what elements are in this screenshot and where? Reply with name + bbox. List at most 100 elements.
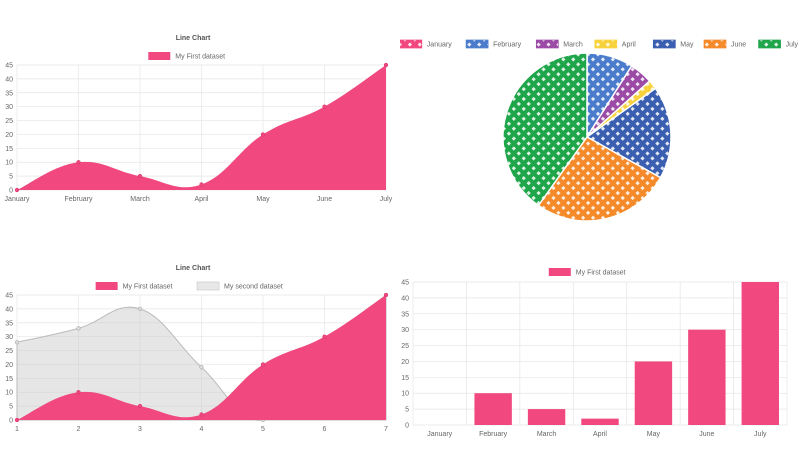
- x-tick-label: April: [194, 196, 208, 203]
- series-area: [17, 65, 386, 190]
- data-point: [137, 306, 143, 311]
- y-tick-label: 45: [5, 293, 13, 300]
- y-tick-label: 5: [9, 174, 13, 181]
- bar: [634, 361, 673, 425]
- data-point: [76, 160, 81, 165]
- x-tick-label: 1: [15, 426, 19, 433]
- y-tick-label: 0: [9, 188, 13, 195]
- y-tick-label: 10: [401, 391, 409, 398]
- x-tick-label: May: [647, 431, 661, 438]
- x-tick-label: February: [64, 196, 93, 203]
- x-tick-label: May: [256, 196, 270, 203]
- series-area-first: [17, 295, 386, 420]
- bar-chart-svg: My First dataset 0 5 10 15 20 25 30 35 40 45 Januar…: [401, 268, 788, 438]
- legend-label: February: [493, 42, 522, 49]
- bar: [527, 409, 566, 425]
- pie-chart-svg: January February March April May June July: [400, 39, 799, 222]
- y-tick-label: 0: [9, 418, 13, 425]
- x-tick-label: January: [427, 431, 452, 438]
- legend-label: July: [786, 42, 799, 49]
- y-tick-label: 25: [5, 348, 13, 355]
- legend-swatch: [703, 39, 727, 49]
- y-tick-label: 15: [5, 376, 13, 383]
- x-tick-label: March: [537, 431, 557, 438]
- x-tick-label: 6: [323, 426, 327, 433]
- data-point: [383, 292, 389, 298]
- y-tick-label: 40: [5, 306, 13, 313]
- legend-swatch: [196, 281, 220, 291]
- x-tick-label: 3: [138, 426, 142, 433]
- x-tick-label: April: [593, 431, 607, 438]
- x-tick-label: June: [317, 196, 332, 203]
- pie-slice: [502, 52, 588, 207]
- legend-label: My First dataset: [123, 284, 173, 291]
- data-point: [322, 334, 327, 339]
- legend-swatch: [758, 39, 781, 49]
- legend-swatch: [148, 52, 171, 60]
- legend-label: January: [427, 42, 452, 49]
- legend-label: May: [680, 42, 694, 49]
- bar: [581, 418, 619, 425]
- x-tick-label: January: [5, 196, 30, 203]
- data-point: [199, 412, 204, 417]
- y-tick-label: 30: [401, 327, 409, 334]
- data-point: [199, 182, 204, 187]
- y-tick-label: 20: [401, 359, 409, 366]
- line-chart-single: Line Chart My First dataset 0 5 10 15 20 25 30 35…: [0, 0, 400, 233]
- y-tick-label: 0: [405, 423, 409, 430]
- y-tick-label: 10: [5, 390, 13, 397]
- data-point: [14, 340, 20, 345]
- x-tick-label: February: [479, 431, 508, 438]
- data-point: [14, 417, 20, 423]
- x-tick-label: July: [754, 431, 767, 438]
- bar: [688, 329, 726, 425]
- x-tick-label: July: [380, 196, 393, 203]
- pie-chart: January February March April May June July: [400, 0, 801, 233]
- chart-title: Line Chart: [176, 265, 211, 272]
- data-point: [260, 132, 266, 137]
- y-tick-label: 40: [5, 76, 13, 83]
- y-tick-label: 10: [5, 160, 13, 167]
- x-tick-label: June: [699, 431, 714, 438]
- y-tick-label: 5: [9, 404, 13, 411]
- y-tick-label: 35: [401, 311, 409, 318]
- y-tick-label: 15: [401, 375, 409, 382]
- data-point: [260, 362, 266, 367]
- y-tick-label: 35: [5, 90, 13, 97]
- y-tick-label: 25: [5, 118, 13, 125]
- bar-chart: My First dataset 0 5 10 15 20 25 30 35 40 45 Januar…: [400, 233, 801, 466]
- legend-label: My second dataset: [224, 284, 283, 291]
- x-tick-label: 7: [384, 426, 388, 433]
- bar: [474, 393, 512, 425]
- data-point: [137, 404, 143, 409]
- y-tick-label: 25: [401, 343, 409, 350]
- legend-swatch: [535, 39, 559, 49]
- line-chart-single-svg: Line Chart My First dataset 0 5 10 15 20 25 30 35…: [5, 35, 393, 203]
- legend-swatch: [95, 282, 118, 290]
- y-tick-label: 15: [5, 146, 13, 153]
- legend-label: March: [563, 42, 583, 49]
- data-point: [137, 174, 143, 179]
- data-point: [76, 390, 81, 395]
- legend-label: June: [731, 42, 746, 49]
- bar: [741, 282, 779, 425]
- y-tick-label: 45: [5, 63, 13, 70]
- legend-swatch: [400, 39, 423, 49]
- legend-swatch: [465, 39, 489, 49]
- data-point: [199, 365, 204, 370]
- line-chart-double-svg: Line Chart My First dataset My second data…: [5, 265, 389, 433]
- x-tick-label: 2: [77, 426, 81, 433]
- pie-slice: [585, 87, 672, 179]
- y-tick-label: 30: [5, 104, 13, 111]
- legend-swatch: [594, 39, 618, 49]
- chart-title: Line Chart: [176, 35, 211, 42]
- legend-label: My First dataset: [175, 54, 225, 61]
- y-tick-label: 30: [5, 334, 13, 341]
- line-chart-double: Line Chart My First dataset My second data…: [0, 233, 400, 466]
- y-tick-label: 40: [401, 295, 409, 302]
- y-tick-label: 20: [5, 132, 13, 139]
- legend-swatch: [548, 268, 571, 276]
- legend-label: April: [622, 42, 636, 49]
- y-tick-label: 20: [5, 362, 13, 369]
- legend-label: My First dataset: [576, 270, 626, 277]
